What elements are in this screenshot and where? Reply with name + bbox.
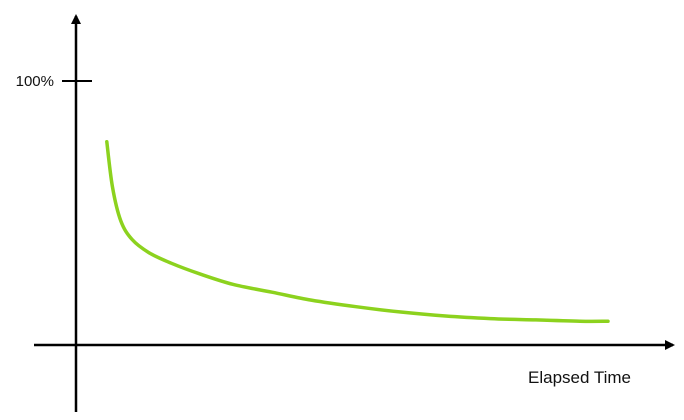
y-ticks: 100%: [16, 73, 92, 90]
y-tick-label: 100%: [16, 73, 54, 90]
series-group: [105, 139, 610, 324]
x-axis-label: Elapsed Time: [528, 368, 631, 387]
series-line: [105, 139, 610, 324]
